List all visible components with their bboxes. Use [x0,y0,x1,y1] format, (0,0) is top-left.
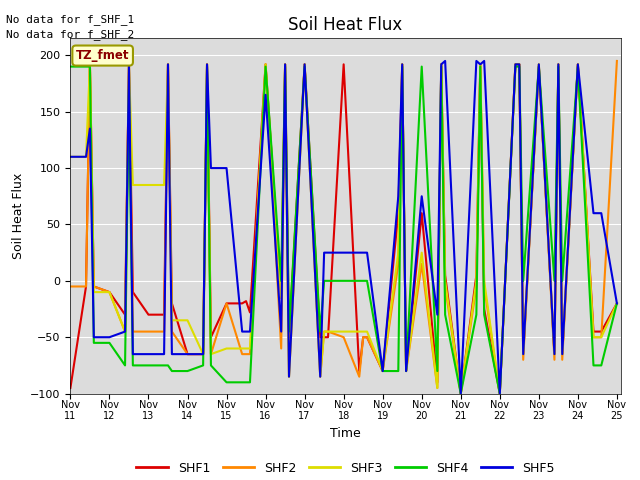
SHF3 [86,61,93,67]
Line: SHF3: SHF3 [70,64,617,394]
Line: SHF1: SHF1 [70,64,617,394]
Text: No data for f_SHF_1
No data for f_SHF_2: No data for f_SHF_1 No data for f_SHF_2 [6,14,134,40]
Text: TZ_fmet: TZ_fmet [76,49,129,62]
SHF4 [67,64,74,70]
SHF4 [90,340,98,346]
SHF2 [86,61,93,67]
Line: SHF2: SHF2 [70,61,617,394]
SHF3 [457,391,465,396]
SHF5 [437,61,445,67]
SHF4 [437,64,445,70]
X-axis label: Time: Time [330,427,361,440]
SHF4 [442,312,449,318]
SHF3 [472,278,480,284]
Line: SHF4: SHF4 [70,67,617,394]
SHF2 [457,391,465,396]
SHF1 [472,272,480,278]
SHF5 [67,154,74,160]
SHF5 [442,58,449,64]
SHF2 [613,58,621,64]
SHF4 [613,300,621,306]
SHF2 [67,284,74,289]
SHF1 [86,61,93,67]
SHF5 [472,58,480,64]
SHF1 [223,300,230,306]
SHF1 [457,391,465,396]
SHF3 [316,374,324,380]
SHF3 [90,289,98,295]
SHF5 [613,300,621,306]
SHF5 [90,335,98,340]
SHF5 [207,165,215,171]
Legend: SHF1, SHF2, SHF3, SHF4, SHF5: SHF1, SHF2, SHF3, SHF4, SHF5 [131,456,560,480]
Title: Soil Heat Flux: Soil Heat Flux [289,16,403,34]
SHF3 [613,300,621,306]
SHF5 [301,61,308,67]
SHF1 [106,289,113,295]
SHF4 [301,64,308,70]
SHF1 [67,385,74,391]
SHF2 [437,61,445,67]
SHF5 [86,126,93,132]
SHF2 [442,284,449,289]
SHF3 [442,278,449,284]
SHF3 [223,346,230,351]
SHF1 [90,284,98,289]
SHF1 [316,335,324,340]
SHF3 [106,289,113,295]
SHF5 [457,391,465,396]
Y-axis label: Soil Heat Flux: Soil Heat Flux [12,173,25,259]
SHF4 [86,64,93,70]
SHF3 [67,154,74,160]
SHF2 [301,61,308,67]
SHF4 [457,391,465,396]
SHF2 [90,284,98,289]
Line: SHF5: SHF5 [70,61,617,394]
SHF2 [207,351,215,357]
SHF4 [207,362,215,368]
SHF1 [613,300,621,306]
SHF1 [442,272,449,278]
